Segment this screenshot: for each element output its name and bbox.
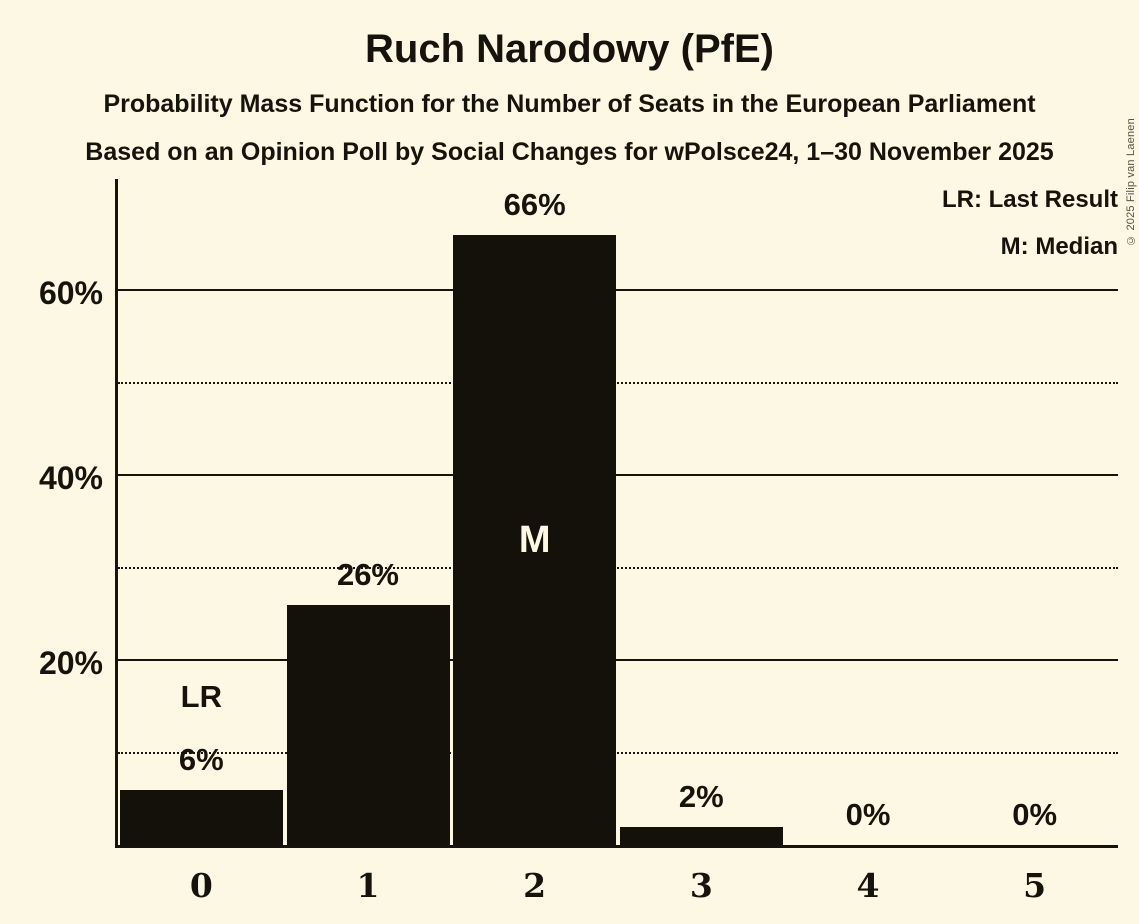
bar-value-label-1: 26% [336, 556, 399, 592]
x-axis-labels: 0 1 2 3 4 5 [118, 864, 1118, 914]
bar-value-label-2: 66% [503, 186, 566, 222]
bar-seats-0 [119, 789, 283, 845]
y-axis-label-20: 20% [38, 645, 103, 681]
chart-subtitle: Probability Mass Function for the Number… [103, 90, 1036, 118]
bar-seats-1 [286, 604, 450, 845]
bar-seats-2 [453, 234, 617, 845]
page-title: Ruch Narodowy (PfE) [365, 27, 774, 71]
legend-item-median: M: Median [1000, 233, 1118, 260]
chart-source-subtitle: Based on an Opinion Poll by Social Chang… [85, 138, 1054, 166]
bar-seats-3 [619, 826, 783, 845]
bar-value-label-4: 0% [845, 797, 891, 832]
x-axis-label-1: 1 [356, 866, 380, 905]
copyright-notice: © 2025 Filip van Laenen [1125, 118, 1137, 246]
gridline-dotted-50 [118, 381, 1118, 384]
gridline-dotted-10 [118, 751, 1118, 754]
gridline-solid-40 [118, 474, 1118, 476]
y-axis-label-60: 60% [38, 275, 103, 311]
plot-area: 6% 26% 66% 2% 0% 0% LR M [115, 179, 1118, 848]
x-axis-label-2: 2 [523, 866, 547, 905]
y-axis-label-40: 40% [38, 460, 103, 496]
x-axis-label-4: 4 [856, 866, 880, 905]
gridline-dotted-30 [118, 566, 1118, 569]
legend-item-last-result: LR: Last Result [941, 186, 1118, 213]
x-axis-label-5: 5 [1023, 866, 1047, 905]
x-axis-label-0: 0 [189, 866, 213, 905]
bar-value-label-5: 0% [1012, 797, 1058, 832]
gridline-solid-60 [118, 289, 1118, 291]
last-result-marker: LR [180, 678, 222, 714]
gridline-solid-20 [118, 659, 1118, 661]
median-marker: M [518, 518, 551, 561]
bar-value-label-3: 2% [678, 778, 724, 814]
bar-value-label-0: 6% [178, 741, 224, 777]
x-axis-label-3: 3 [689, 866, 713, 905]
legend: LR: Last Result M: Median [942, 184, 1118, 278]
